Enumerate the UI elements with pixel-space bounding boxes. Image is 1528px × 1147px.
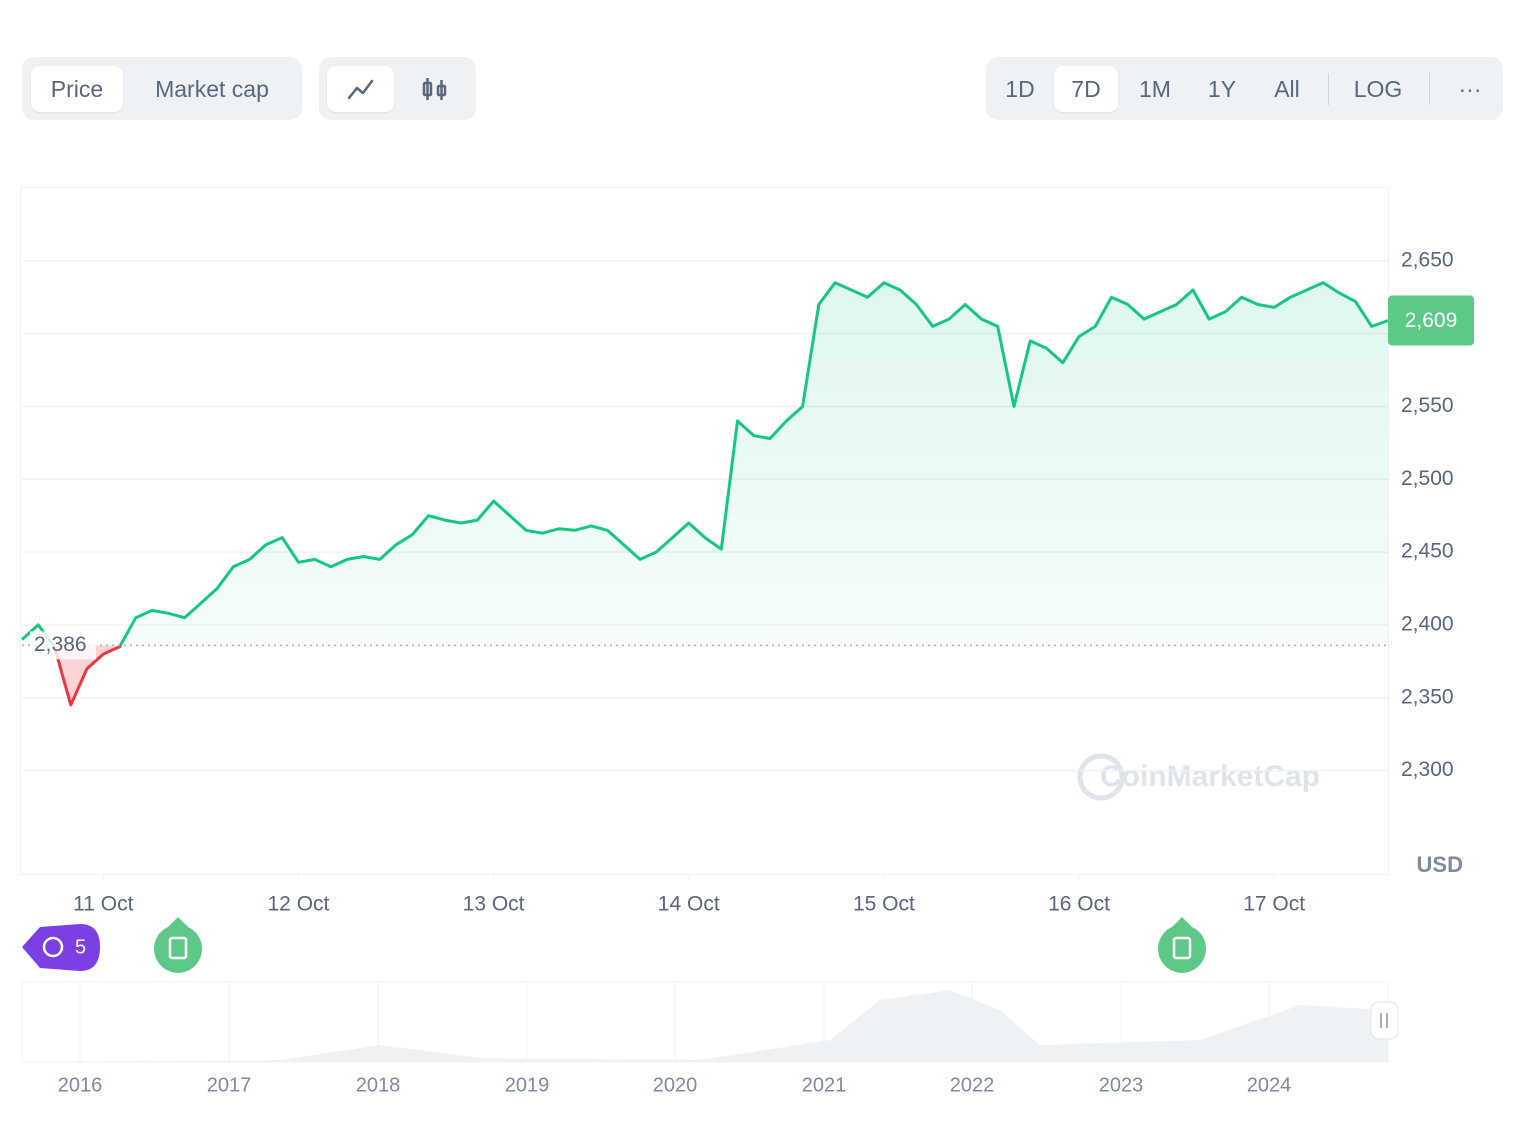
news-marker[interactable] [1158,917,1207,973]
navigator-label: 2022 [950,1074,995,1096]
x-tick-label: 15 Oct [853,893,915,916]
events: 5 [22,917,1207,973]
line-button[interactable] [327,66,394,112]
navigator-handle[interactable] [1370,1001,1399,1040]
doc-icon [1172,936,1192,960]
baseline-label: 2,386 [34,633,87,656]
tab-group: Price Market cap [22,57,302,120]
y-tick-label: 2,650 [1401,248,1454,271]
navigator-label: 2023 [1099,1074,1144,1096]
tab[interactable]: Market cap [155,76,269,102]
divider [1429,73,1430,105]
y-tick-label: 2,350 [1401,685,1454,708]
navigator-label: 2018 [356,1074,401,1096]
x-tick-label: 11 Oct [73,893,133,916]
candle-button[interactable] [401,66,468,112]
x-tick-label: 17 Oct [1243,893,1305,916]
event-badge[interactable] [22,924,100,971]
y-tick-label: 2,450 [1401,540,1454,563]
more-button[interactable]: ··· [1458,76,1482,102]
x-tick-label: 16 Oct [1048,893,1110,916]
log-button[interactable]: LOG [1353,76,1403,102]
y-tick-label: 2,300 [1401,758,1454,781]
tab[interactable]: Price [31,66,123,112]
range-button[interactable]: 1M [1139,76,1171,102]
range-button[interactable]: 7D [1054,66,1118,112]
x-tick-label: 14 Oct [658,893,720,916]
x-tick-label: 12 Oct [268,893,330,916]
news-marker[interactable] [154,917,202,973]
baseline-label-bg [30,631,96,660]
navigator-label: 2019 [505,1074,550,1096]
y-tick-label: 2,500 [1401,467,1454,490]
navigator-label: 2020 [653,1074,698,1096]
current-price-badge [1388,295,1474,346]
navigator-frame [21,981,1389,1063]
x-tick-label: 13 Oct [463,893,525,916]
range-button[interactable]: 1Y [1207,76,1237,102]
navigator [21,981,1399,1063]
navigator-label: 2021 [802,1074,847,1096]
event-count: 5 [75,936,86,958]
watermark-logo [1077,753,1125,801]
navigator-area [22,990,1388,1062]
plot-frame [20,187,1389,875]
navigator-label: 2017 [207,1074,252,1096]
range-button[interactable]: 1D [1005,76,1035,102]
candle-icon [422,78,447,100]
watermark: CoinMarketCap [1100,760,1320,793]
unit-label: USD [1417,852,1463,877]
history-icon [42,936,64,958]
current-price-label: 2,609 [1405,309,1458,332]
divider [1328,73,1329,105]
chart-type-group [319,57,476,120]
price-line [20,281,1389,707]
y-tick-label: 2,550 [1401,394,1454,417]
navigator-label: 2016 [58,1074,103,1096]
doc-icon [168,936,188,960]
range-button[interactable]: All [1274,76,1300,102]
y-tick-label: 2,400 [1401,612,1454,635]
line-icon [347,79,374,100]
navigator-label: 2024 [1247,1074,1292,1096]
price-area [22,282,1388,705]
range-group: 1D 7D 1M 1Y All LOG ··· [986,57,1503,120]
y-tick-label: 2,600 [1401,321,1454,344]
